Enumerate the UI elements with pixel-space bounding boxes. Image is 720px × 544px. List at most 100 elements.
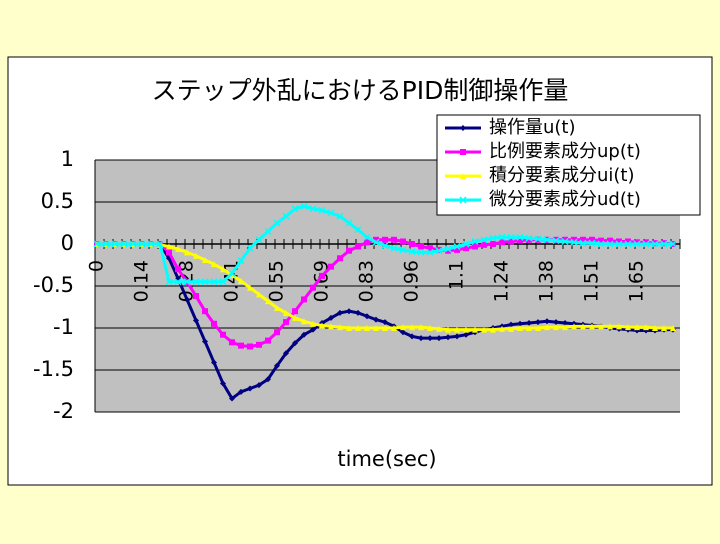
marker (228, 269, 236, 277)
marker (562, 319, 568, 326)
y-tick-label: -1.5 (33, 357, 74, 381)
marker (472, 243, 478, 250)
marker (265, 298, 271, 305)
marker (571, 236, 577, 243)
marker (220, 380, 226, 387)
marker (634, 239, 640, 246)
marker (220, 266, 226, 273)
marker (615, 240, 623, 248)
y-tick-label: -2 (53, 399, 74, 423)
marker (642, 240, 650, 248)
marker (499, 239, 505, 246)
marker (102, 240, 110, 248)
marker (435, 247, 443, 255)
marker (426, 248, 434, 256)
marker (652, 325, 658, 331)
x-tick-label: 1.51 (581, 260, 603, 302)
marker (490, 241, 496, 247)
marker (274, 362, 280, 369)
marker (427, 325, 433, 331)
marker (463, 245, 469, 252)
marker (265, 376, 271, 383)
marker (210, 278, 218, 286)
marker (319, 272, 325, 279)
marker (507, 233, 515, 241)
marker (372, 238, 380, 246)
marker (346, 308, 352, 315)
x-tick-label: 1.24 (491, 260, 513, 302)
marker (175, 246, 181, 253)
y-tick-label: 0.5 (41, 189, 74, 213)
marker (460, 125, 466, 131)
marker (480, 236, 488, 244)
marker (256, 341, 262, 348)
marker (669, 240, 677, 248)
marker (445, 247, 451, 254)
marker (400, 329, 406, 336)
marker (589, 236, 595, 243)
marker (444, 245, 452, 253)
chart-title: ステップ外乱におけるPID制御操作量 (152, 76, 569, 105)
marker (201, 278, 209, 286)
marker (445, 334, 451, 341)
marker (264, 227, 272, 235)
y-tick-label: 1 (61, 147, 74, 171)
marker (391, 325, 397, 331)
legend-label: 積分要素成分ui(t) (489, 165, 635, 186)
marker (418, 324, 424, 331)
marker (219, 278, 227, 286)
marker (670, 325, 676, 331)
y-tick-label: -1 (53, 315, 74, 339)
marker (526, 319, 532, 326)
marker (373, 316, 379, 323)
marker (381, 242, 389, 250)
marker (247, 343, 253, 350)
marker (184, 296, 190, 303)
marker (544, 318, 550, 325)
marker (193, 293, 199, 300)
marker (301, 331, 307, 338)
marker (246, 244, 254, 252)
marker (193, 252, 199, 259)
marker (616, 238, 622, 245)
marker (328, 323, 334, 330)
x-tick-label: 0.55 (266, 260, 288, 302)
marker (283, 309, 289, 316)
x-tick-label: 0.96 (401, 260, 423, 302)
marker (156, 240, 164, 248)
marker (525, 234, 533, 242)
marker (300, 202, 308, 210)
marker (355, 309, 361, 316)
marker (211, 261, 217, 268)
marker (472, 326, 478, 333)
marker (292, 308, 298, 315)
marker (427, 335, 433, 342)
marker (625, 238, 631, 245)
legend-box (436, 114, 701, 216)
marker (337, 309, 343, 316)
marker (418, 335, 424, 342)
marker (138, 240, 146, 248)
marker (534, 235, 542, 243)
marker (238, 388, 244, 395)
marker (184, 249, 190, 256)
marker (283, 350, 289, 357)
marker (490, 326, 496, 333)
marker (489, 234, 497, 242)
marker (247, 284, 253, 291)
marker (283, 319, 289, 326)
marker (661, 325, 667, 331)
marker (606, 240, 614, 248)
marker (589, 323, 595, 330)
marker (471, 237, 479, 246)
marker (553, 324, 559, 331)
marker (328, 263, 334, 270)
marker (274, 329, 280, 336)
marker (364, 313, 370, 320)
marker (624, 240, 632, 248)
marker (643, 324, 649, 331)
marker (265, 337, 271, 344)
marker (579, 239, 587, 247)
marker (337, 255, 343, 262)
